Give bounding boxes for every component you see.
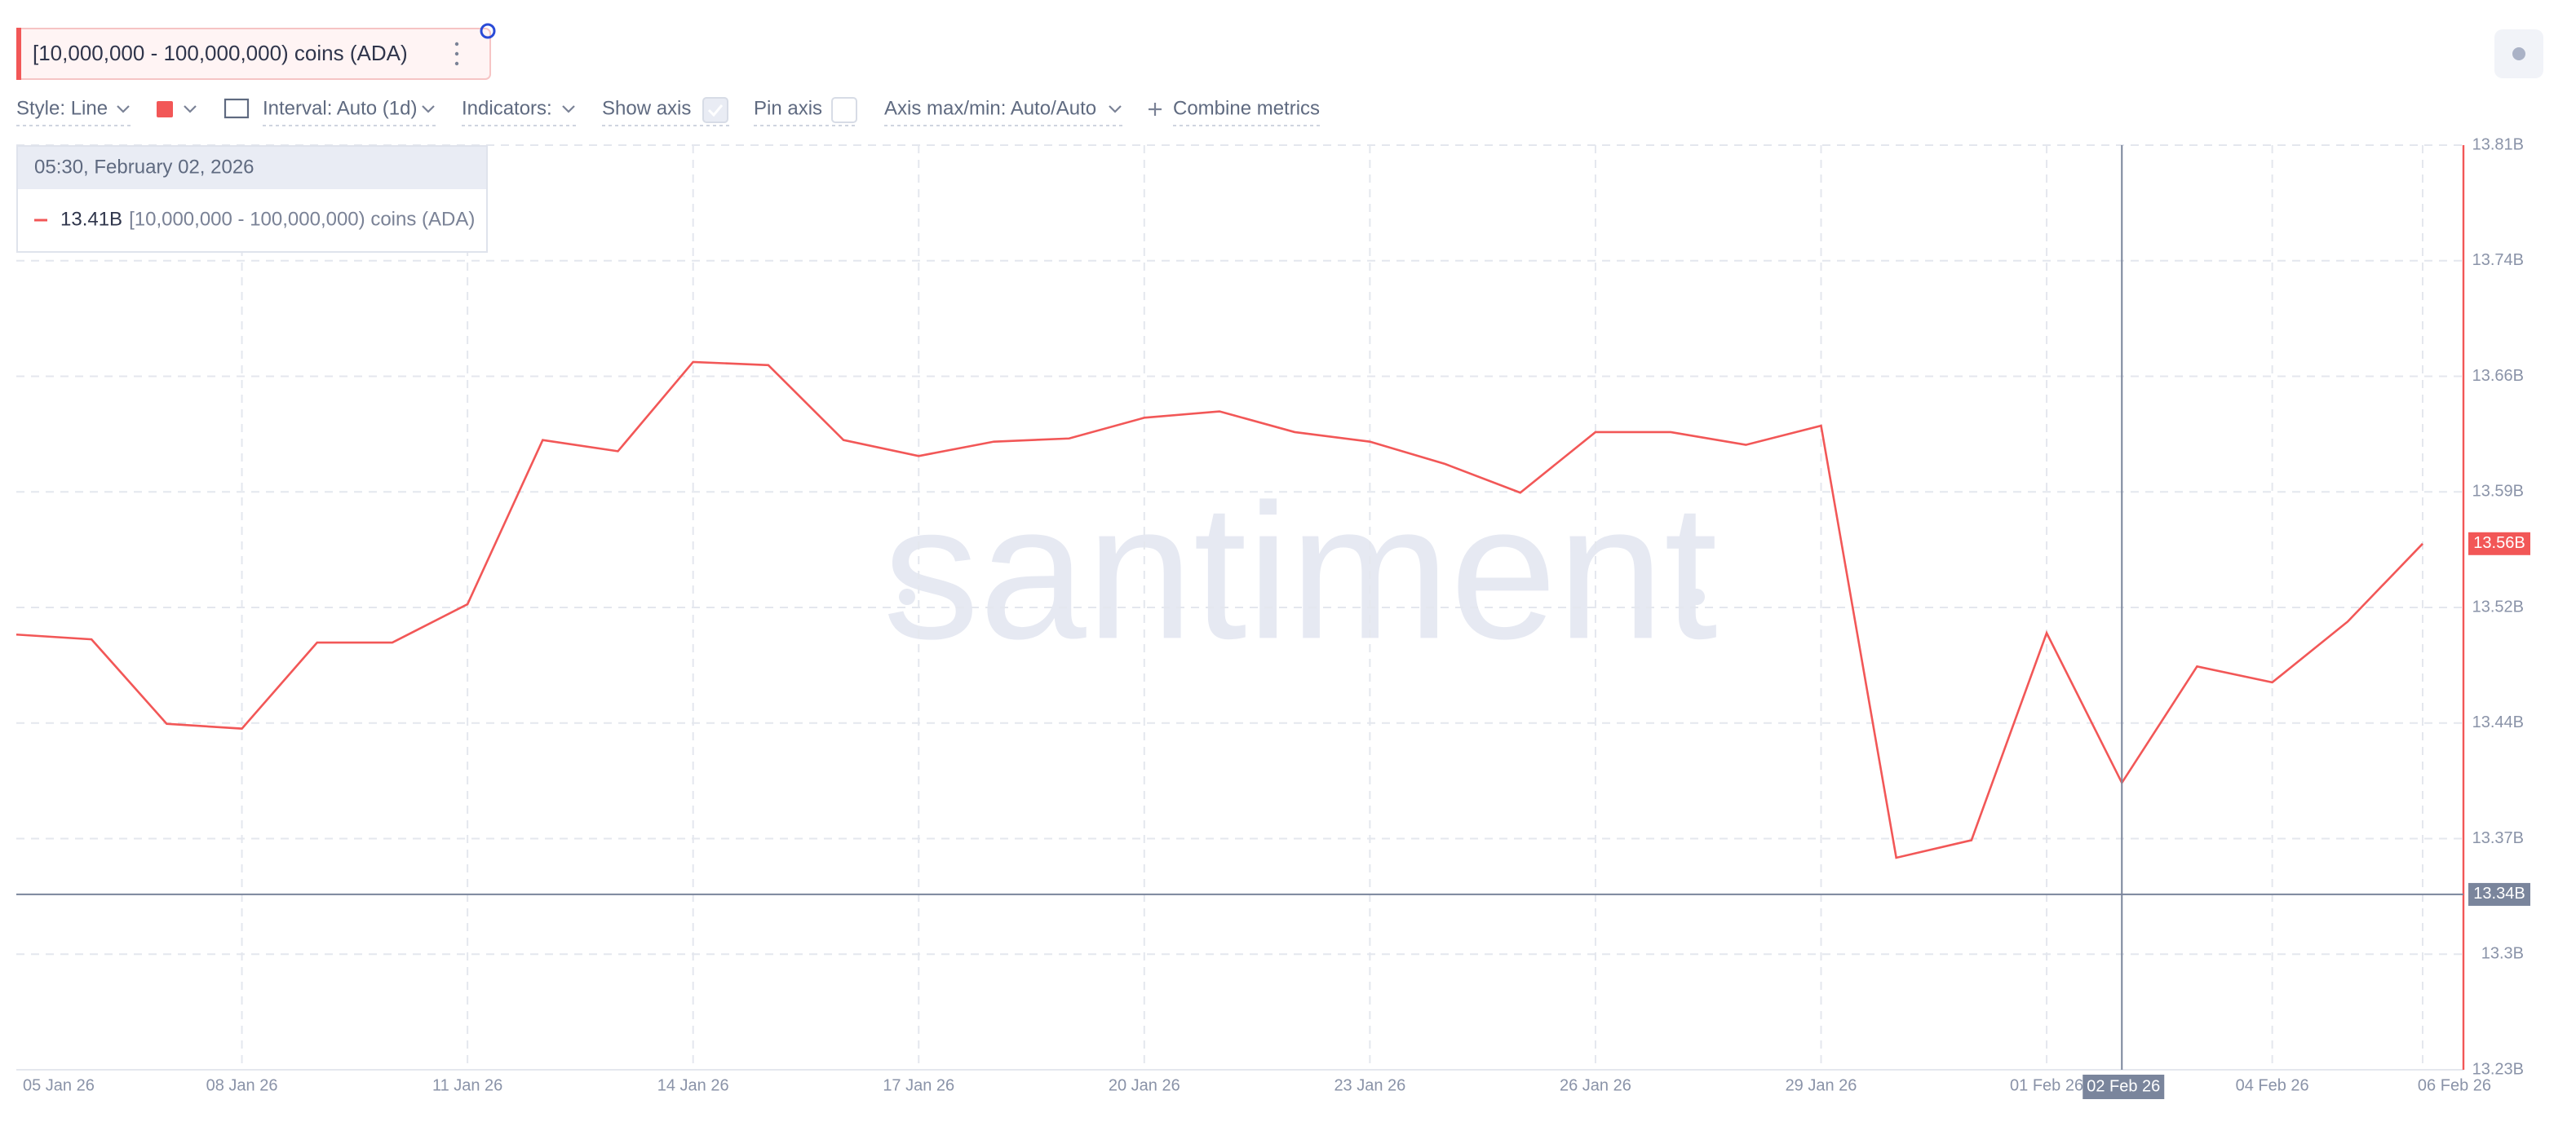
data-line xyxy=(15,360,2423,859)
menu-dot[interactable] xyxy=(454,61,459,66)
pin-axis-checkbox[interactable] xyxy=(831,97,857,123)
tooltip-value: 13.41B xyxy=(60,208,122,230)
interval-icon xyxy=(224,98,250,119)
toolbar-indicators[interactable]: Indicators: xyxy=(462,97,552,119)
toolbar-combine[interactable]: Combine metrics xyxy=(1173,97,1320,119)
color-swatch[interactable] xyxy=(157,101,173,117)
crosshair-y-badge xyxy=(2468,882,2530,906)
tooltip-series-name: [10,000,000 - 100,000,000) coins (ADA) xyxy=(129,208,475,230)
x-tick-label: 05 Jan 26 xyxy=(23,1076,95,1094)
y-tick-label: 13.81B xyxy=(2472,135,2524,153)
menu-dot[interactable] xyxy=(454,51,459,56)
tooltip-title: 05:30, February 02, 2026 xyxy=(34,156,255,178)
toolbar-interval[interactable]: Interval: Auto (1d) xyxy=(263,97,417,119)
x-tick-label: 01 Feb 26 xyxy=(2010,1076,2083,1094)
chevron xyxy=(117,105,130,113)
y-tick-label: 13.66B xyxy=(2472,367,2524,385)
top-right-dot xyxy=(2512,47,2525,60)
toolbar-style[interactable]: Style: Line xyxy=(16,97,108,119)
toolbar-show-axis[interactable]: Show axis xyxy=(602,97,691,119)
asset-icon xyxy=(480,23,496,39)
last-value-label: 13.56B xyxy=(2473,534,2525,552)
crosshair-x-label: 02 Feb 26 xyxy=(2087,1077,2160,1095)
x-tick-label: 26 Jan 26 xyxy=(1560,1076,1631,1094)
metric-chip-accent xyxy=(16,28,21,80)
chevron xyxy=(1109,105,1122,113)
x-tick-label: 20 Jan 26 xyxy=(1109,1076,1180,1094)
y-tick-label: 13.52B xyxy=(2472,598,2524,616)
chevron xyxy=(562,105,575,113)
x-tick-label: 23 Jan 26 xyxy=(1334,1076,1405,1094)
y-tick-label: 13.74B xyxy=(2472,251,2524,269)
x-tick-label: 04 Feb 26 xyxy=(2236,1076,2309,1094)
x-tick-label: 29 Jan 26 xyxy=(1786,1076,1857,1094)
crosshair-x-badge xyxy=(2082,1075,2165,1099)
metric-name[interactable]: [10,000,000 - 100,000,000) coins (ADA) xyxy=(33,41,408,65)
chevron xyxy=(422,105,435,113)
y-tick-label: 13.59B xyxy=(2472,483,2524,501)
x-tick-label: 06 Feb 26 xyxy=(2418,1076,2491,1094)
watermark-dot xyxy=(1689,589,1705,605)
x-tick-label: 17 Jan 26 xyxy=(883,1076,954,1094)
crosshair-y-label: 13.34B xyxy=(2473,885,2525,903)
y-tick-label: 13.3B xyxy=(2481,945,2524,963)
last-value-badge xyxy=(2468,532,2530,555)
watermark: santiment xyxy=(883,464,1717,679)
plus-icon xyxy=(1149,103,1162,116)
toolbar-pin-axis[interactable]: Pin axis xyxy=(754,97,822,119)
x-tick-label: 08 Jan 26 xyxy=(206,1076,278,1094)
menu-dot[interactable] xyxy=(454,42,459,46)
x-tick-label: 14 Jan 26 xyxy=(657,1076,729,1094)
checkmark xyxy=(707,104,724,117)
y-tick-label: 13.23B xyxy=(2472,1060,2524,1078)
y-tick-label: 13.44B xyxy=(2472,713,2524,731)
watermark-dot xyxy=(899,589,915,605)
show-axis-checkbox[interactable] xyxy=(702,97,728,123)
y-tick-label: 13.37B xyxy=(2472,829,2524,847)
x-tick-label: 11 Jan 26 xyxy=(432,1076,502,1094)
chevron xyxy=(184,105,197,113)
tooltip-header xyxy=(18,147,486,189)
toolbar-axis-range[interactable]: Axis max/min: Auto/Auto xyxy=(884,97,1096,119)
